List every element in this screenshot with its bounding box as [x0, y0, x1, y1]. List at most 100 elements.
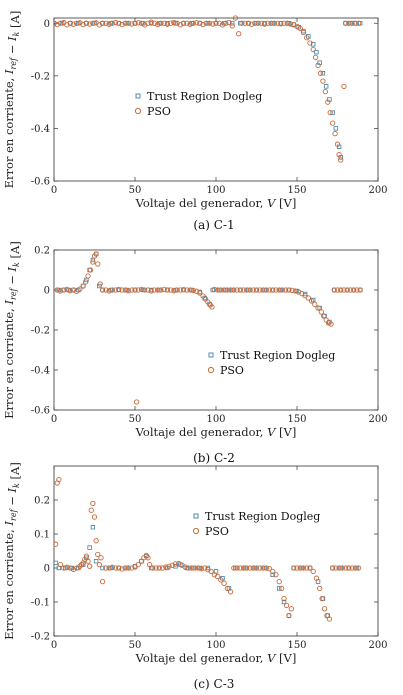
- data-point-circle: [88, 507, 94, 513]
- data-point-circle: [70, 287, 77, 293]
- x-tick-label: 100: [206, 640, 225, 651]
- data-point-circle: [132, 287, 138, 293]
- legend: Trust Region Dogleg PSO: [207, 349, 335, 377]
- data-point-circle: [155, 21, 161, 28]
- data-point-circle: [224, 585, 230, 592]
- data-point-circle: [307, 565, 313, 571]
- data-point-circle: [308, 298, 315, 304]
- panel-caption: (a) C-1: [193, 218, 234, 232]
- data-layer: [54, 251, 363, 405]
- data-point-circle: [159, 565, 166, 571]
- data-point-circle: [190, 20, 196, 26]
- data-point-circle: [190, 287, 196, 294]
- data-point-circle: [187, 21, 193, 27]
- data-point-circle: [349, 20, 355, 26]
- data-point-circle: [227, 589, 234, 595]
- y-axis-label: Error en corriente, Iref − Ik [A]: [2, 11, 22, 189]
- data-point-circle: [305, 295, 311, 301]
- data-point-circle: [260, 565, 266, 571]
- data-point-circle: [266, 566, 273, 572]
- data-point-circle: [97, 281, 103, 287]
- y-tick-label: 0: [44, 564, 50, 575]
- data-point-circle: [318, 309, 324, 315]
- data-point-circle: [57, 20, 64, 26]
- data-point-square: [310, 297, 316, 303]
- data-point-circle: [125, 20, 132, 26]
- data-point-circle: [129, 565, 135, 571]
- data-point-circle: [192, 565, 198, 571]
- data-point-circle: [187, 287, 193, 293]
- data-layer: [54, 15, 363, 163]
- data-point-circle: [322, 88, 328, 95]
- data-point-circle: [184, 287, 190, 293]
- data-point-circle: [135, 561, 141, 568]
- data-point-square: [320, 71, 326, 76]
- legend-label: PSO: [147, 105, 171, 118]
- data-point-circle: [253, 287, 260, 293]
- data-point-circle: [135, 20, 141, 26]
- data-point-circle: [240, 565, 247, 571]
- legend-label: Trust Region Dogleg: [220, 349, 335, 362]
- y-axis-label: Error en corriente, Iref − Ik [A]: [2, 241, 22, 419]
- y-tick-label: -0.2: [31, 632, 50, 643]
- data-point-circle: [325, 320, 332, 326]
- data-point-circle: [234, 287, 240, 293]
- data-point-circle: [315, 305, 321, 311]
- data-point-circle: [90, 500, 96, 507]
- data-point-circle: [148, 19, 154, 25]
- data-point-circle: [202, 296, 209, 302]
- data-point-circle: [85, 273, 91, 279]
- data-point-circle: [155, 287, 161, 293]
- data-point-circle: [355, 20, 362, 26]
- data-point-circle: [237, 565, 243, 571]
- legend-marker-square: [135, 93, 141, 99]
- data-point-circle: [214, 573, 221, 580]
- data-point-circle: [276, 578, 282, 585]
- y-tick-label: -0.2: [31, 326, 50, 337]
- data-point-circle: [158, 20, 164, 26]
- data-point-circle: [317, 70, 324, 76]
- data-point-circle: [109, 20, 115, 26]
- data-point-circle: [86, 563, 93, 569]
- data-point-circle: [281, 20, 287, 26]
- data-point-circle: [163, 564, 169, 570]
- data-point-circle: [327, 109, 333, 116]
- data-point-circle: [174, 287, 180, 293]
- x-tick-label: 0: [51, 185, 57, 196]
- data-point-circle: [281, 595, 287, 602]
- y-tick-label: 0: [44, 286, 50, 297]
- data-point-circle: [227, 287, 234, 293]
- data-point-circle: [292, 288, 299, 294]
- data-point-circle: [278, 21, 284, 27]
- x-tick-label: 150: [287, 414, 306, 425]
- data-point-circle: [146, 561, 153, 568]
- panel-caption: (b) C-2: [193, 451, 235, 465]
- data-point-circle: [336, 152, 342, 158]
- data-point-square: [323, 84, 329, 89]
- data-point-circle: [112, 565, 119, 571]
- x-tick-label: 200: [368, 640, 387, 651]
- plot-frame: [53, 465, 379, 637]
- legend-label: Trust Region Dogleg: [205, 510, 320, 523]
- data-point-circle: [338, 157, 344, 163]
- x-tick-label: 0: [51, 414, 57, 425]
- data-point-circle: [328, 321, 334, 327]
- data-point-circle: [106, 565, 112, 571]
- y-tick-label: -0.4: [31, 124, 50, 135]
- data-point-circle: [166, 563, 172, 569]
- x-tick-label: 50: [129, 640, 142, 651]
- data-point-circle: [236, 31, 242, 37]
- data-point-circle: [67, 288, 73, 294]
- data-point-circle: [90, 20, 96, 26]
- data-point-circle: [266, 287, 273, 293]
- data-point-circle: [57, 288, 64, 294]
- x-tick-label: 200: [368, 414, 387, 425]
- data-point-circle: [270, 568, 276, 575]
- plot-frame: [53, 249, 379, 411]
- data-point-circle: [334, 287, 341, 293]
- data-point-circle: [288, 606, 294, 612]
- data-point-circle: [347, 287, 354, 293]
- data-point-circle: [177, 287, 184, 293]
- data-point-circle: [342, 20, 349, 26]
- data-point-circle: [151, 287, 158, 293]
